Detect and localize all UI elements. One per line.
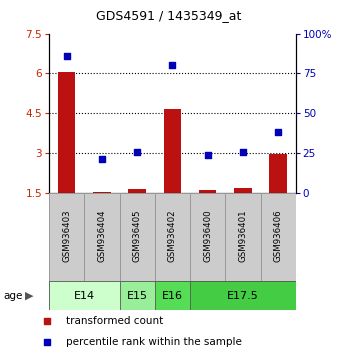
Text: E14: E14 [74, 291, 95, 301]
Bar [225, 193, 261, 281]
Bar [84, 193, 120, 281]
Bar [155, 281, 190, 310]
Bar [58, 72, 75, 193]
Bar [269, 154, 287, 193]
Text: GSM936400: GSM936400 [203, 209, 212, 262]
Bar [49, 281, 120, 310]
Text: GSM936401: GSM936401 [238, 209, 247, 262]
Text: percentile rank within the sample: percentile rank within the sample [66, 337, 242, 347]
Bar [261, 193, 296, 281]
Bar [164, 109, 181, 193]
Bar [155, 193, 190, 281]
Text: E17.5: E17.5 [227, 291, 259, 301]
Bar [199, 190, 216, 193]
Bar [120, 193, 155, 281]
Text: E15: E15 [127, 291, 148, 301]
Bar [234, 188, 252, 193]
Text: GDS4591 / 1435349_at: GDS4591 / 1435349_at [96, 9, 242, 22]
Bar [49, 193, 84, 281]
Text: GSM936406: GSM936406 [274, 209, 283, 262]
Point [170, 63, 175, 68]
Bar [190, 193, 225, 281]
Text: GSM936403: GSM936403 [62, 209, 71, 262]
Point [135, 149, 140, 154]
Text: GSM936404: GSM936404 [97, 209, 106, 262]
Bar [93, 192, 111, 193]
Bar [190, 281, 296, 310]
Text: GSM936405: GSM936405 [132, 209, 142, 262]
Text: age: age [3, 291, 23, 301]
Point [45, 318, 50, 324]
Point [275, 130, 281, 135]
Text: transformed count: transformed count [66, 316, 163, 326]
Text: GSM936402: GSM936402 [168, 209, 177, 262]
Point [64, 53, 69, 59]
Point [205, 152, 210, 158]
Point [45, 339, 50, 344]
Bar [128, 189, 146, 193]
Point [240, 149, 246, 154]
Text: E16: E16 [162, 291, 183, 301]
Point [99, 156, 104, 162]
Text: ▶: ▶ [25, 291, 34, 301]
Bar [120, 281, 155, 310]
